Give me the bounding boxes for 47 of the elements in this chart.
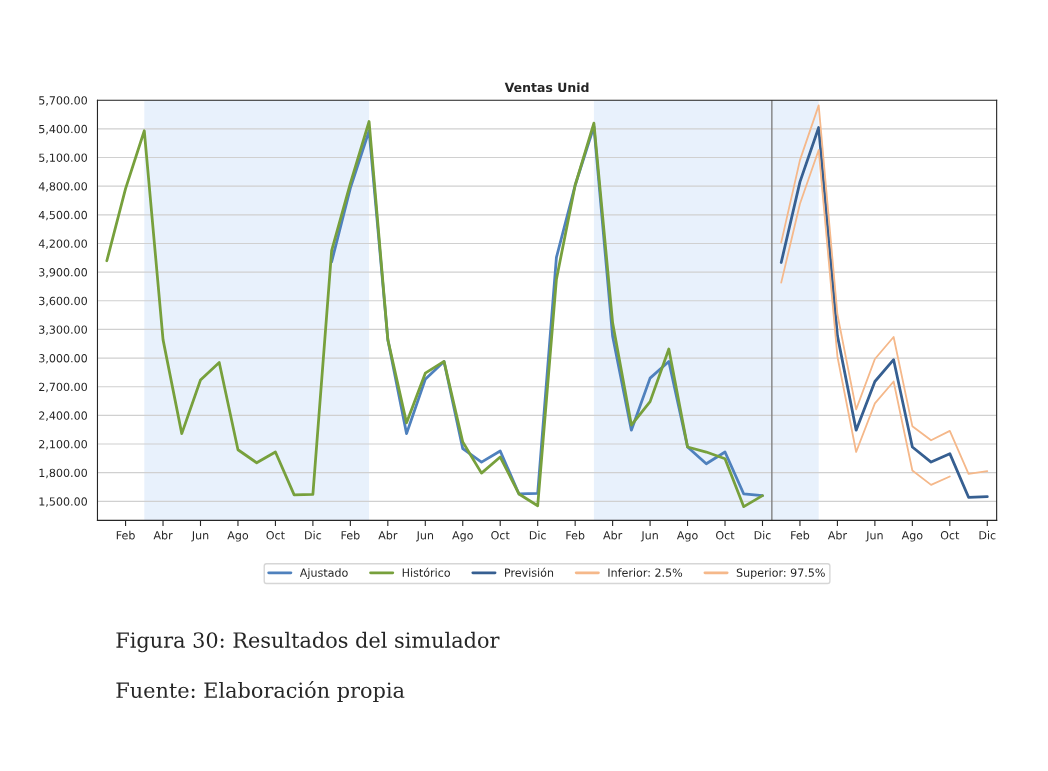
x-tick-label: Ago [676,531,698,542]
x-tick-label: Abr [827,530,848,540]
x-tick-label: Dic [305,530,322,540]
y-tick-label: 3,900.00 [39,268,87,278]
x-tick-label: Dic [979,530,996,540]
text: Figura 30: Resultados del simulador [116,631,500,653]
y-tick-label: 5,700.00 [39,96,87,106]
legend-label: Histórico [402,567,450,577]
y-tick-label: 2,400.00 [39,411,87,421]
legend-label: Inferior: 2.5% [608,568,683,577]
x-tick-label: Feb [566,530,585,540]
y-tick-label: 5,400.00 [39,124,87,135]
x-tick-label: Abr [603,530,623,540]
y-tick-label: 3,300.00 [39,325,87,335]
x-tick-label: Oct [940,531,960,540]
y-tick-label: 4,500.00 [38,210,87,221]
x-tick-label: Oct [266,531,285,540]
y-tick-label: 3,600.00 [39,296,87,307]
x-tick-label: Jun [640,531,658,542]
y-tick-label: 2,100.00 [39,440,87,450]
y-tick-label: 5,100.00 [39,153,87,164]
y-tick-label: 3,000.00 [39,354,87,364]
x-tick-label: Feb [341,530,360,540]
x-tick-label: Jun [416,531,434,542]
y-tick-label: 4,200.00 [38,239,87,249]
y-tick-label: 2,700.00 [39,382,87,393]
x-tick-label: Ago [227,531,249,542]
x-tick-label: Ago [901,531,923,542]
y-tick-label: 1,800.00 [39,468,87,479]
legend-label: Superior: 97.5% [736,568,825,579]
x-tick-label: Feb [791,530,810,540]
x-tick-label: Jun [191,531,209,542]
x-tick-label: Jun [865,531,883,542]
y-tick-label: 4,800.00 [38,182,87,192]
x-tick-label: Oct [716,531,735,540]
x-tick-label: Feb [116,530,135,540]
x-tick-label: Abr [153,530,173,540]
legend-label: Ajustado [299,568,348,579]
x-tick-label: Oct [491,531,510,540]
chart-title: Ventas Unid [504,82,589,93]
x-tick-label: Dic [754,530,771,540]
source-note: Fuente: Elaboración propia [116,681,405,703]
x-tick-label: Abr [378,530,398,540]
x-tick-label: Ago [452,531,473,542]
x-tick-label: Dic [529,530,546,540]
legend-label: Previsión [505,567,554,577]
y-tick-label: 1,500.00 [39,497,87,507]
